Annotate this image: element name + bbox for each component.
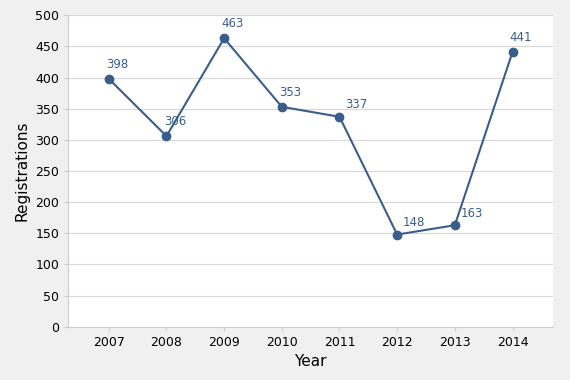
Text: 148: 148 (403, 216, 425, 229)
Text: 337: 337 (345, 98, 367, 111)
Text: 306: 306 (164, 115, 186, 128)
Text: 398: 398 (106, 58, 128, 71)
Text: 463: 463 (221, 17, 244, 30)
Text: 163: 163 (461, 207, 483, 220)
Text: 353: 353 (279, 86, 301, 99)
X-axis label: Year: Year (294, 355, 327, 369)
Y-axis label: Registrations: Registrations (15, 121, 30, 221)
Text: 441: 441 (510, 31, 532, 44)
